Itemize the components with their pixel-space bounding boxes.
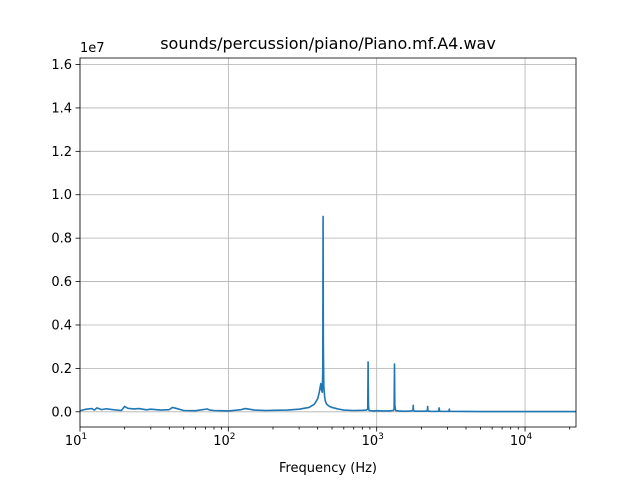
- grid-lines: [79, 58, 576, 427]
- y-tick-label: 0.2: [51, 362, 72, 377]
- x-tick-exponent: 4: [526, 432, 532, 442]
- y-tick-label: 0.4: [51, 318, 72, 333]
- x-tick-exponent: 1: [81, 432, 87, 442]
- x-tick-exponent: 3: [378, 432, 384, 442]
- x-tick-exponent: 2: [230, 432, 236, 442]
- y-tick-label: 1.4: [51, 101, 72, 116]
- axes-frame: [79, 57, 577, 428]
- y-tick-label: 0.6: [51, 275, 72, 290]
- y-offset-label: 1e7: [80, 41, 105, 56]
- plot-area: [80, 58, 576, 427]
- y-axis-ticks: 0.0 0.2 0.4 0.6 0.8 1.0 1.2 1.4 1.6: [51, 58, 80, 420]
- spectrum-series-line: [79, 215, 576, 413]
- y-tick-label: 1.2: [51, 145, 72, 160]
- y-tick-label: 0.8: [51, 232, 72, 247]
- x-axis-label: Frequency (Hz): [279, 461, 377, 476]
- y-tick-label: 0.0: [51, 405, 72, 420]
- y-tick-label: 1.0: [51, 188, 72, 203]
- chart-title: sounds/percussion/piano/Piano.mf.A4.wav: [160, 34, 496, 53]
- y-tick-label: 1.6: [51, 58, 72, 73]
